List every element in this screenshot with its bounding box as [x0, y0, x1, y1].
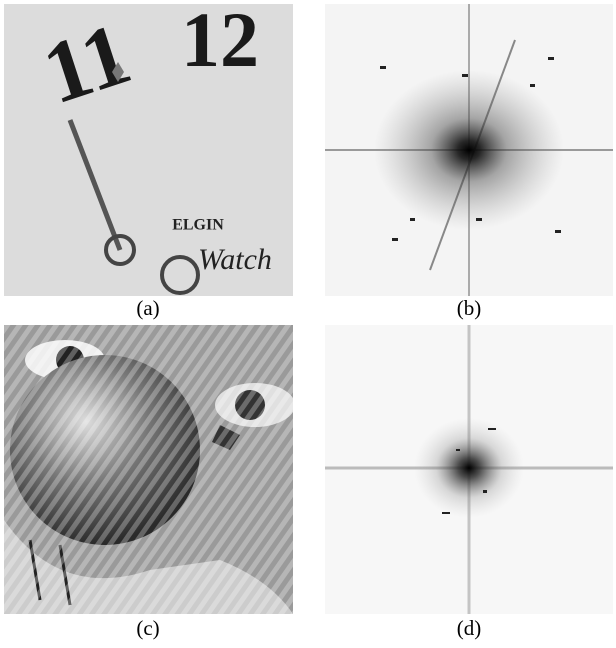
caption: (d): [457, 616, 482, 640]
page: {"figure": {"panels": [ {"caption": "(a)…: [0, 0, 616, 643]
panel-b: [325, 4, 613, 296]
panel-c: [4, 325, 295, 614]
panel-d: [325, 325, 613, 614]
spectrum-peak: [414, 418, 524, 518]
dial-numeral: 12: [181, 0, 259, 83]
caption: (b): [457, 296, 482, 320]
spectrum-peak: [374, 70, 564, 230]
dial-brand: ELGIN: [172, 217, 224, 234]
dial-script: Watch: [198, 243, 272, 276]
figure: 11 12 ELGIN Watch (a) (b): [0, 0, 616, 643]
stripe-pattern: [4, 325, 293, 614]
caption: (c): [136, 616, 159, 640]
panel-a: 11 12 ELGIN Watch: [4, 0, 293, 296]
caption: (a): [136, 296, 159, 320]
